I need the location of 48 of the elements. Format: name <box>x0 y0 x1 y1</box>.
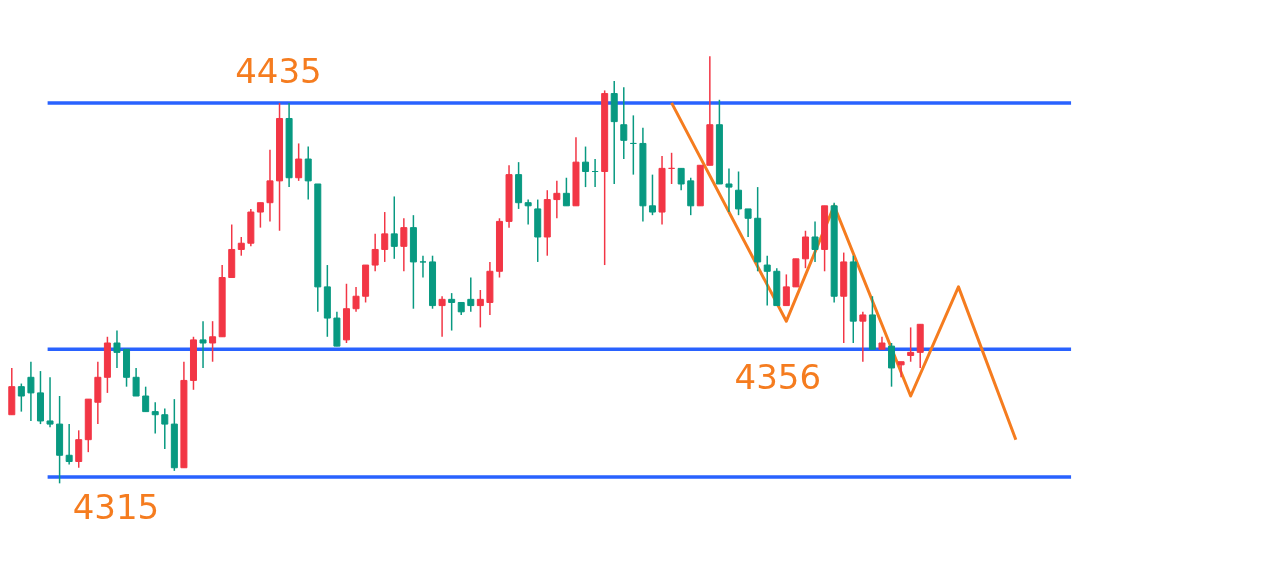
candlestick <box>582 145 590 188</box>
candlestick <box>782 273 790 307</box>
candlestick <box>209 320 217 363</box>
candlestick <box>725 167 733 213</box>
candlestick <box>553 180 561 220</box>
ref-line-label: 4356 <box>734 357 822 398</box>
candlestick <box>476 289 484 329</box>
candlestick <box>237 236 245 257</box>
candlestick <box>562 176 570 207</box>
candlestick <box>27 360 35 422</box>
candlestick <box>46 376 54 428</box>
candlestick <box>390 195 398 260</box>
candlestick <box>75 429 83 469</box>
candlestick <box>438 295 446 338</box>
candlestick <box>735 170 743 216</box>
candlestick <box>304 145 312 201</box>
candlestick <box>142 385 150 413</box>
candlestick <box>907 326 915 363</box>
candlestick <box>295 142 303 182</box>
candlestick <box>448 292 456 332</box>
ref-line-label: 4315 <box>72 487 160 528</box>
candlestick <box>352 286 360 313</box>
ref-line-label: 4435 <box>235 50 322 91</box>
candlestick <box>888 342 896 388</box>
candlestick <box>524 198 532 226</box>
candlestick <box>419 254 427 279</box>
candlestick <box>132 367 140 397</box>
candlestick <box>151 401 159 435</box>
candlestick <box>801 230 809 269</box>
candlestick <box>897 360 905 379</box>
candlestick <box>381 211 389 263</box>
candlestick <box>161 407 169 450</box>
candlestick <box>648 173 656 216</box>
candlestick <box>266 148 274 223</box>
candlestick <box>744 208 752 238</box>
candlestick <box>677 167 685 191</box>
candlestick <box>811 220 819 263</box>
candlestick <box>371 233 379 273</box>
candlestick <box>199 320 207 369</box>
candlestick <box>467 276 475 313</box>
candlestick <box>400 217 408 273</box>
candlestick <box>65 423 73 466</box>
candlestick <box>256 201 264 229</box>
candlestick <box>113 329 121 369</box>
candlestick <box>859 311 867 363</box>
candlestick <box>17 382 25 413</box>
candlestick <box>620 86 628 160</box>
candlestick <box>763 254 771 307</box>
